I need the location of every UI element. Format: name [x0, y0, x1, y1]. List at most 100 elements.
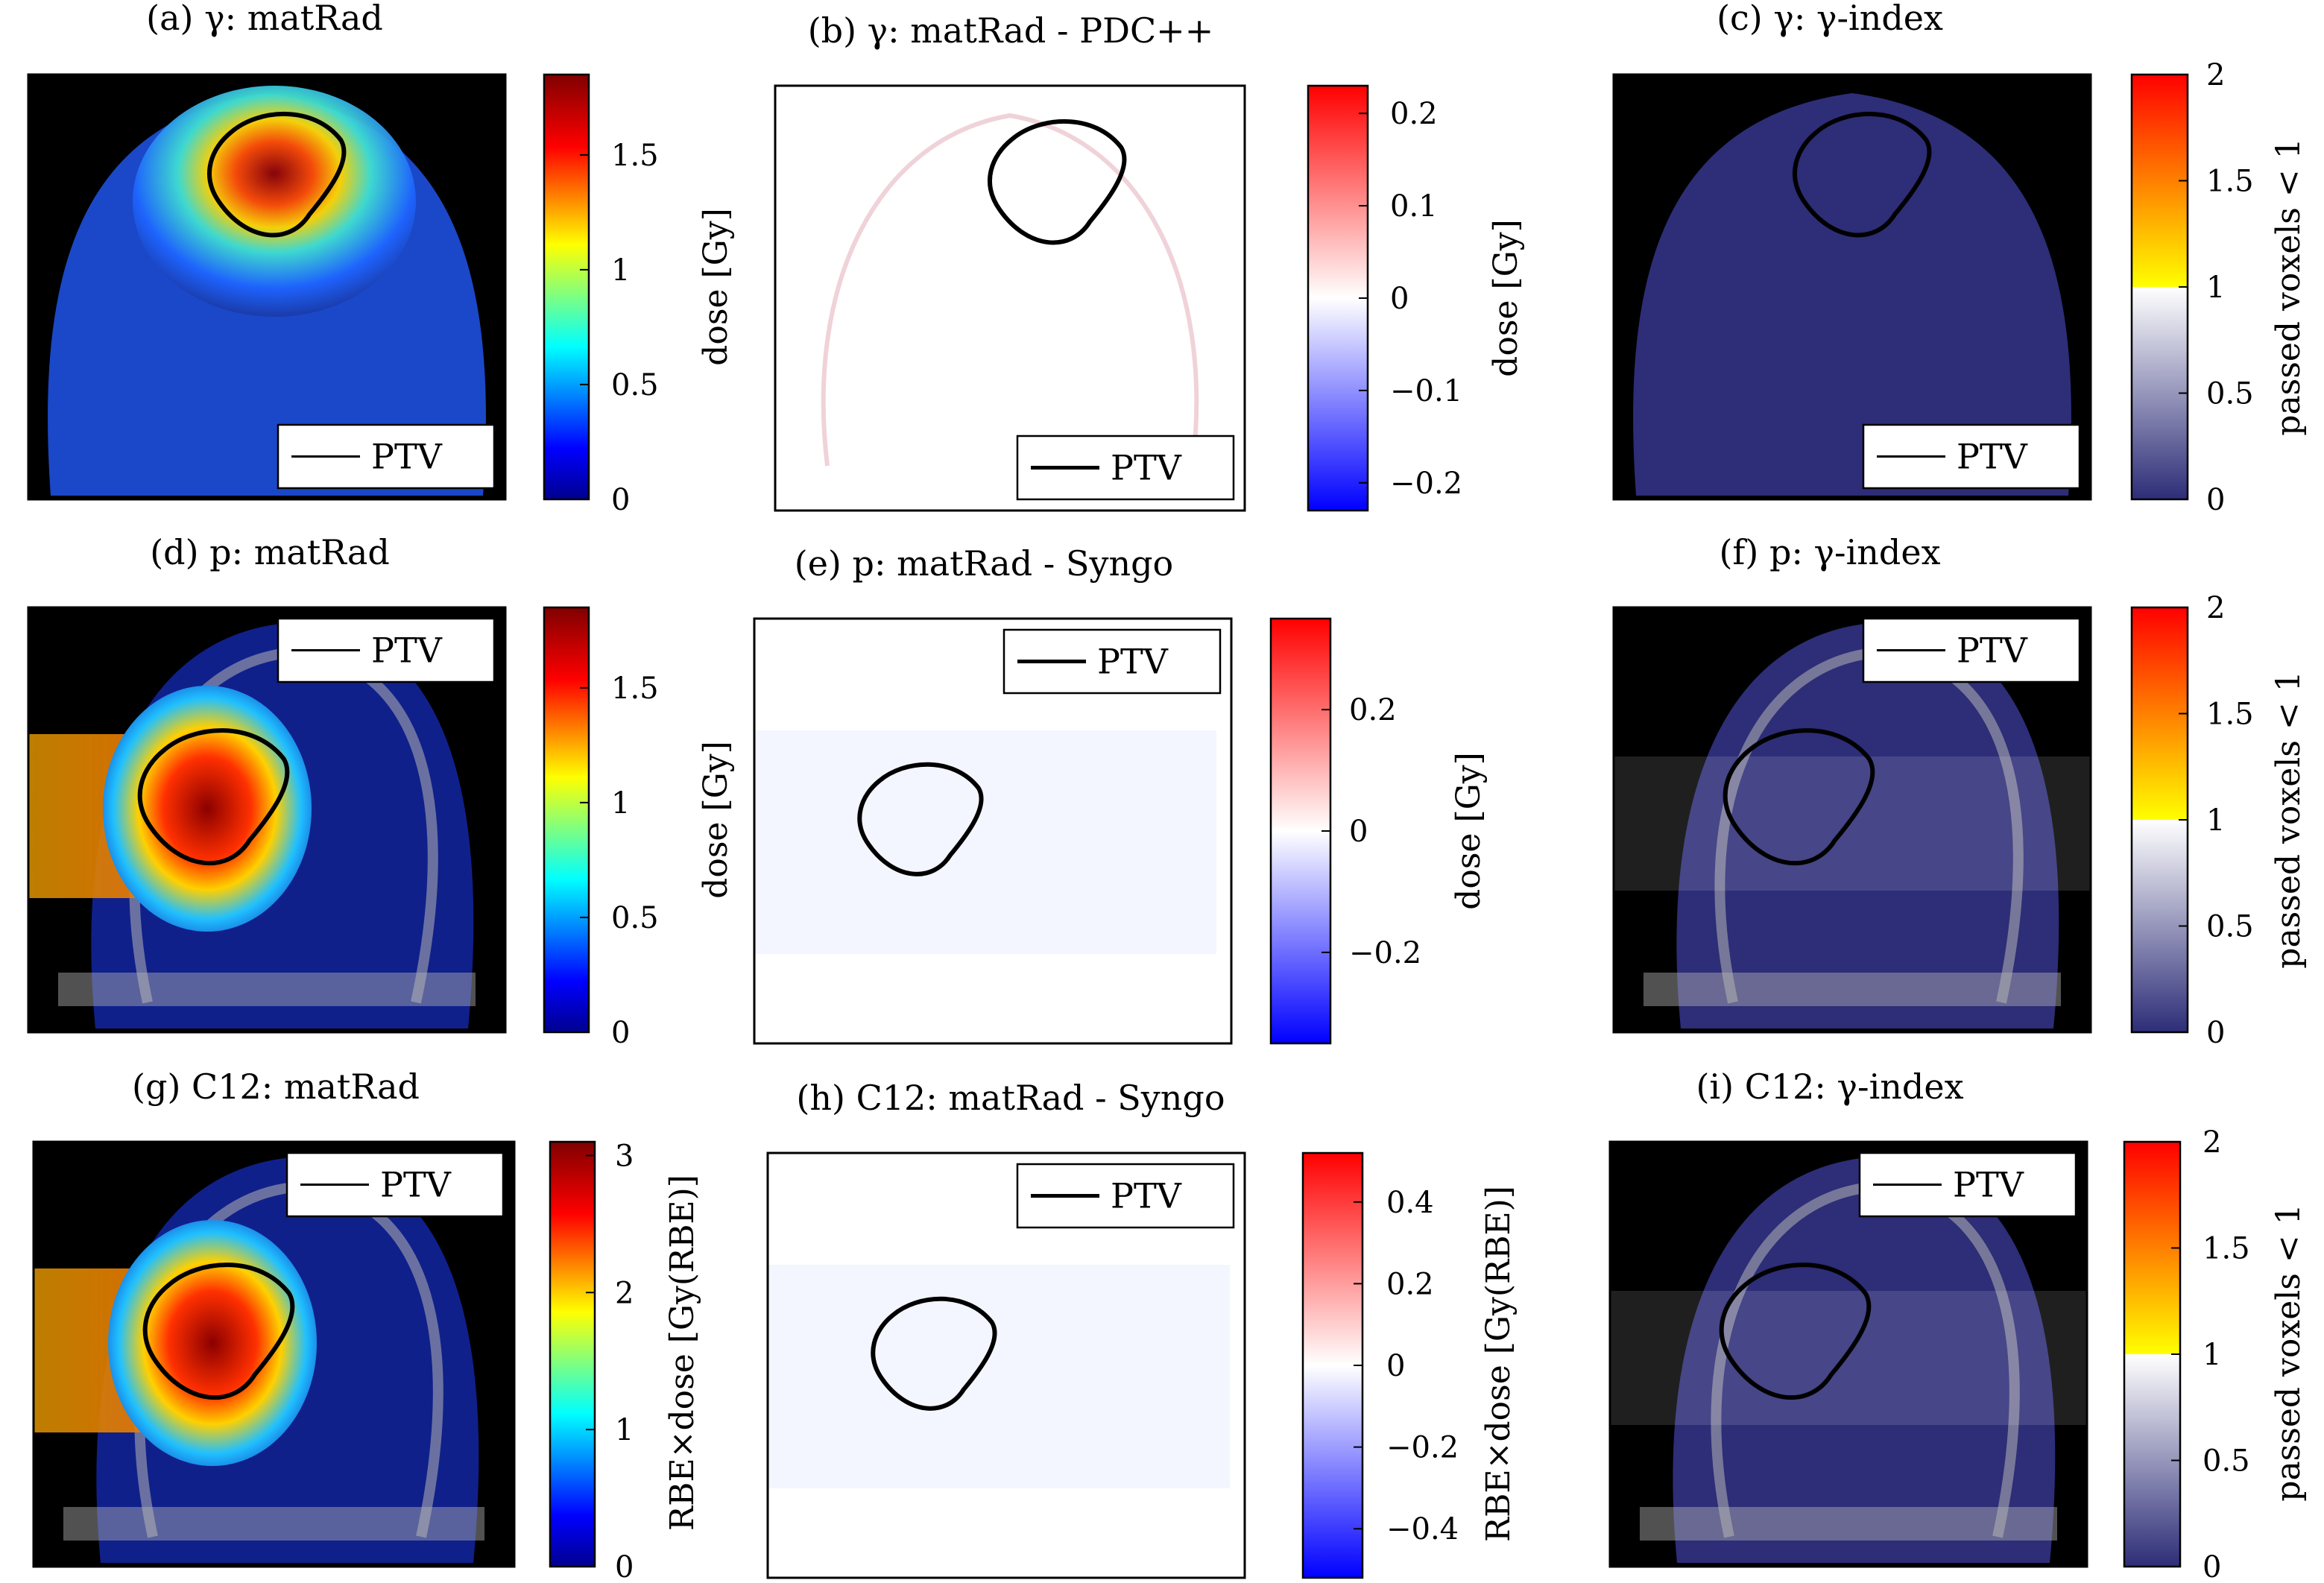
legend: PTV: [277, 423, 496, 490]
colorbar-tick-label: 2: [2206, 58, 2225, 92]
diff-field: [754, 730, 1216, 954]
legend-label: PTV: [1111, 1176, 1182, 1216]
colorbar-tick-label: 0.2: [1390, 97, 1438, 131]
colorbar-tick-label: 1.5: [2206, 165, 2254, 199]
legend: PTV: [1016, 1163, 1235, 1229]
ptv-contour: [142, 1263, 295, 1400]
gamma-noise: [1614, 756, 2091, 891]
legend: PTV: [1858, 1151, 2077, 1218]
colorbar-tick-label: 2: [2206, 591, 2225, 625]
colorbar-tick-label: 2: [2203, 1125, 2221, 1160]
ct-body: [1676, 622, 2059, 1029]
legend: PTV: [285, 1151, 505, 1218]
panel-i: (i) C12: γ-index PTV 0 0.5 1 1.5 2 passed voxel…: [1608, 1067, 2308, 1583]
panel-a: (a) γ: matRad PTV 0 0.5 1 1.5 dose [Gy]: [27, 0, 735, 517]
colorbar-tick-label: 0.5: [2206, 377, 2254, 411]
ptv-contour: [1723, 728, 1875, 866]
ct-body: [1633, 93, 2071, 496]
image-frame: [1612, 73, 2092, 501]
legend: PTV: [1002, 628, 1222, 695]
legend-label: PTV: [1111, 448, 1182, 488]
image-d: [28, 607, 505, 1032]
diff-outline: [821, 113, 1199, 467]
colorbar-label: dose [Gy]: [1487, 219, 1525, 377]
image-frame: [32, 1140, 516, 1568]
colorbar: [549, 1140, 596, 1568]
colorbar-tick-label: 2: [615, 1276, 634, 1310]
ct-couch: [63, 1507, 484, 1541]
panel-d: (d) p: matRad PTV 0 0.5 1 1.5 dose [Gy]: [27, 532, 735, 1050]
colorbar-label: dose [Gy]: [1450, 752, 1488, 910]
colorbar-tick-label: 0: [2203, 1550, 2221, 1583]
legend: PTV: [1016, 435, 1235, 501]
colorbar: [543, 606, 590, 1034]
colorbar-tick-label: 0.4: [1386, 1186, 1434, 1220]
colorbar-tick-label: 1: [611, 253, 630, 288]
panel-title: (i) C12: γ-index: [1696, 1067, 1963, 1107]
colorbar-tick-label: 0: [2206, 1016, 2225, 1050]
legend-label: PTV: [1953, 1165, 2024, 1205]
legend: PTV: [1862, 617, 2081, 683]
colorbar: [1307, 84, 1369, 512]
colorbar-tick-label: −0.4: [1386, 1512, 1459, 1546]
legend-label: PTV: [371, 437, 443, 477]
panel-f: (f) p: γ-index PTV 0 0.5 1 1.5 2 passed voxels …: [1612, 532, 2308, 1050]
ct-body: [1673, 1157, 2056, 1563]
legend-label: PTV: [1957, 631, 2028, 671]
diff-field: [768, 1265, 1230, 1488]
ptv-contour: [1793, 111, 1932, 238]
colorbar-tick-label: 0.1: [1390, 189, 1438, 224]
colorbar-tick-label: 1: [2206, 271, 2225, 305]
image-e: [754, 619, 1231, 1043]
colorbar-label: dose [Gy]: [697, 208, 735, 366]
colorbar-label: passed voxels < 1: [2270, 671, 2308, 968]
gamma-noise: [1610, 1291, 2087, 1425]
colorbar-label: RBE×dose [Gy(RBE)]: [663, 1175, 701, 1531]
dose-distribution: [108, 1220, 317, 1466]
image-frame: [1612, 606, 2092, 1034]
image-frame: [766, 1151, 1246, 1579]
panel-title: (g) C12: matRad: [132, 1067, 420, 1107]
dose-distribution: [133, 86, 416, 317]
colorbar-tick-label: 0: [1349, 815, 1368, 849]
colorbar-tick-label: 0.5: [2203, 1444, 2250, 1479]
colorbar-tick-label: 1.5: [611, 672, 659, 706]
panel-title: (a) γ: matRad: [146, 0, 383, 38]
legend: PTV: [277, 617, 496, 683]
ptv-contour: [871, 1296, 997, 1411]
colorbar-tick-label: 0: [611, 483, 630, 517]
ptv-contour: [137, 728, 290, 866]
image-frame: [27, 73, 507, 501]
image-frame: [27, 606, 507, 1034]
ct-couch: [1640, 1507, 2057, 1541]
colorbar-tick-label: 0: [611, 1016, 630, 1050]
panel-title: (f) p: γ-index: [1719, 532, 1940, 572]
colorbar-tick-label: 0.2: [1349, 693, 1397, 727]
panel-title: (d) p: matRad: [150, 532, 390, 572]
colorbar-tick-label: 0.5: [2206, 910, 2254, 944]
colorbar-label: RBE×dose [Gy(RBE)]: [1480, 1186, 1518, 1542]
colorbar-tick-label: 1.5: [611, 139, 659, 173]
colorbar-tick-label: 1.5: [2206, 698, 2254, 732]
colorbar-tick-label: 0: [1386, 1349, 1405, 1383]
legend-label: PTV: [380, 1165, 452, 1205]
legend-label: PTV: [371, 631, 443, 671]
colorbar-tick-label: −0.2: [1386, 1431, 1459, 1465]
legend: PTV: [1862, 423, 2081, 490]
panel-b: (b) γ: matRad - PDC++ PTV −0.2 −0.1 0 0.1 0.2 d…: [774, 10, 1525, 512]
colorbar-tick-label: 1: [2206, 803, 2225, 838]
colorbar-tick-label: 3: [615, 1139, 634, 1173]
dose-distribution: [103, 686, 312, 932]
panel-h: (h) C12: matRad - Syngo PTV −0.4 −0.2 0 0.2 0.…: [766, 1078, 1518, 1579]
ct-couch: [1643, 973, 2061, 1006]
ptv-contour: [1719, 1263, 1872, 1400]
image-frame: [753, 617, 1233, 1045]
colorbar-label: passed voxels < 1: [2270, 138, 2308, 435]
colorbar: [2123, 1140, 2182, 1568]
colorbar-label: passed voxels < 1: [2270, 1204, 2308, 1501]
image-frame: [1608, 1140, 2088, 1568]
colorbar-tick-label: 1: [611, 786, 630, 821]
colorbar-tick-label: 0: [1390, 282, 1409, 316]
colorbar-tick-label: 0: [2206, 483, 2225, 517]
